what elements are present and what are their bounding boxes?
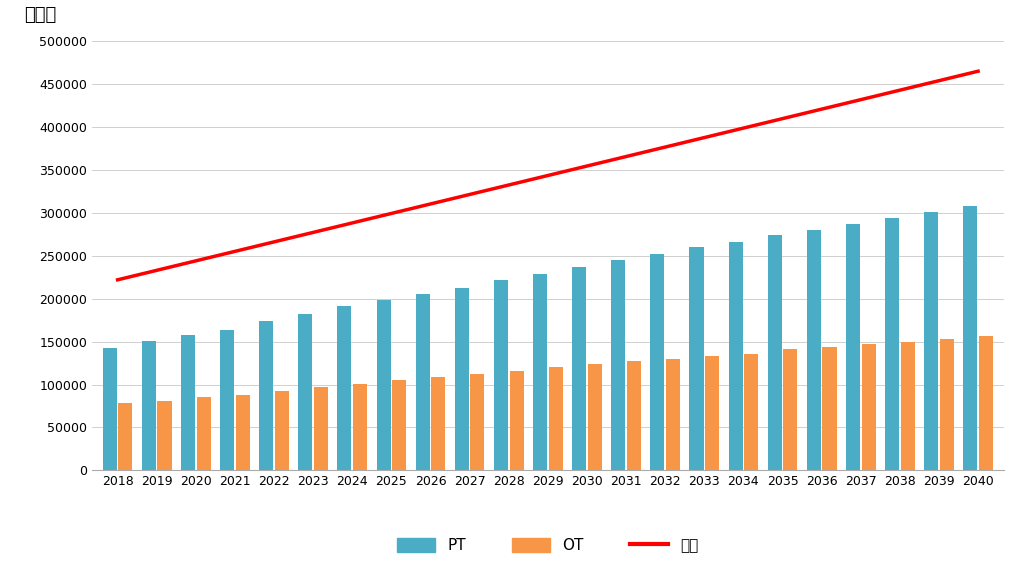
Bar [924,212,938,470]
Bar [964,206,977,470]
Bar [416,293,430,470]
Bar [940,339,953,470]
Bar [353,384,368,470]
Bar [197,397,211,470]
Bar [706,356,719,470]
Text: （人）: （人） [24,6,56,24]
Bar [494,280,508,470]
Bar [392,380,407,470]
Bar [627,362,641,470]
Bar [119,403,132,470]
Legend: PT, OT, 合計: PT, OT, 合計 [397,538,698,553]
Bar [689,247,703,470]
Bar [783,349,798,470]
Bar [314,387,328,470]
Bar [236,395,250,470]
Bar [455,288,469,470]
Bar [822,347,837,470]
Bar [274,390,289,470]
Bar [377,299,390,470]
Bar [470,374,484,470]
Bar [728,242,742,470]
Bar [768,235,781,470]
Bar [510,371,523,470]
Bar [846,224,860,470]
Bar [181,335,195,470]
Bar [650,254,665,470]
Bar [885,218,899,470]
Bar [588,364,602,470]
Bar [220,330,234,470]
Bar [807,230,821,470]
Bar [901,342,914,470]
Bar [744,353,759,470]
Bar [861,344,876,470]
Bar [611,260,626,470]
Bar [158,401,172,470]
Bar [142,341,156,470]
Bar [532,274,547,470]
Bar [979,336,993,470]
Bar [572,267,586,470]
Bar [549,368,563,470]
Bar [337,306,351,470]
Bar [102,349,117,470]
Bar [431,377,445,470]
Bar [666,359,680,470]
Bar [259,321,273,470]
Bar [298,314,312,470]
